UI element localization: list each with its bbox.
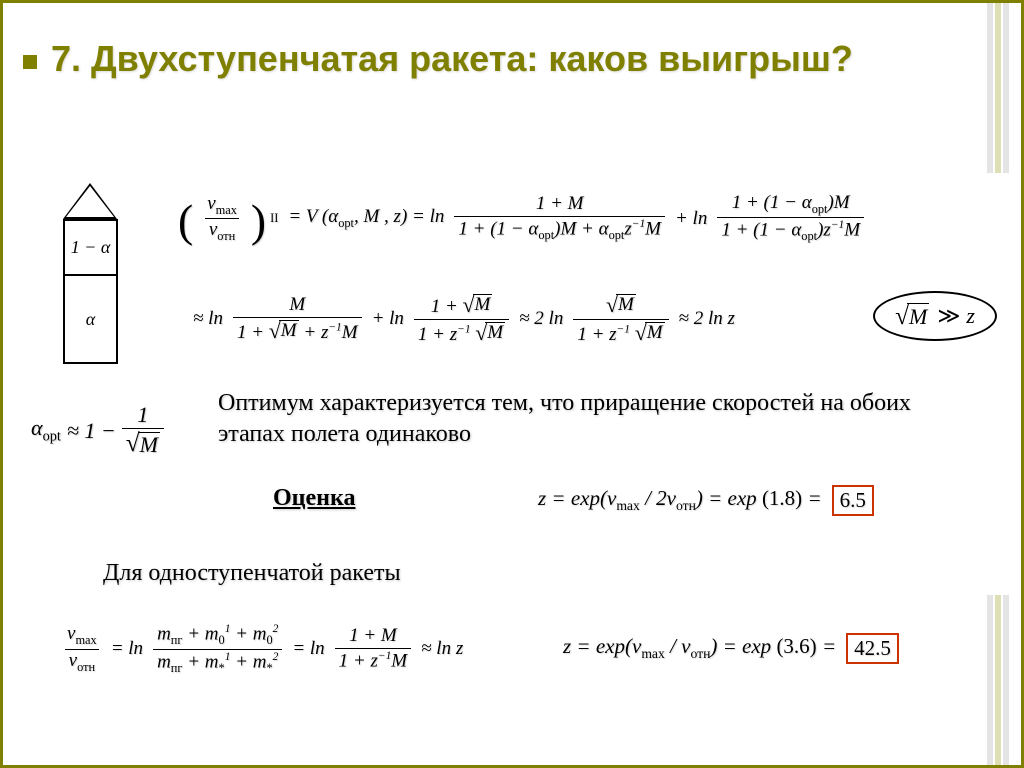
explanation-text: Оптимум характеризуется тем, что прираще… — [218, 388, 978, 450]
result-single-stage: 42.5 — [846, 633, 899, 664]
equation-single-stage: vmax vотн = ln mпг + m01 + m02 mпг + m*1… — [63, 623, 463, 675]
slide-title: 7. Двухступенчатая ракета: каков выигрыш… — [51, 37, 991, 80]
equation-estimate-two-stage: z = exp(vmax / 2vотн) = exp (1.8) = 6.5 — [538, 485, 874, 516]
result-two-stage: 6.5 — [832, 485, 874, 516]
rocket-stage-upper: 1 − α — [63, 219, 118, 274]
rocket-diagram: 1 − α α — [63, 183, 118, 364]
rocket-nose — [63, 183, 117, 219]
stripe-decor — [987, 595, 993, 765]
stripe-decor — [1003, 595, 1009, 765]
assumption-oval: M ≫ z — [873, 291, 997, 341]
stripe-decor — [995, 595, 1001, 765]
equation-approx: ≈ ln M 1 + M + z−1M + ln 1 + M 1 + z−1 M… — [193, 293, 735, 346]
single-stage-label: Для одноступенчатой ракеты — [103, 558, 401, 589]
rocket-stage-lower: α — [63, 274, 118, 364]
estimate-label: Оценка — [273, 483, 355, 514]
stripe-decor — [1003, 3, 1009, 173]
equation-estimate-single-stage: z = exp(vmax / vотн) = exp (3.6) = 42.5 — [563, 633, 899, 664]
slide: 7. Двухступенчатая ракета: каков выигрыш… — [0, 0, 1024, 768]
stripe-decor — [995, 3, 1001, 173]
alpha-opt-formula: αopt ≈ 1 − 1 M — [31, 403, 164, 458]
title-bullet — [23, 55, 37, 69]
stripe-decor — [987, 3, 993, 173]
equation-main: ( vmax vотн )II = V (αopt, M , z) = ln 1… — [178, 193, 864, 244]
